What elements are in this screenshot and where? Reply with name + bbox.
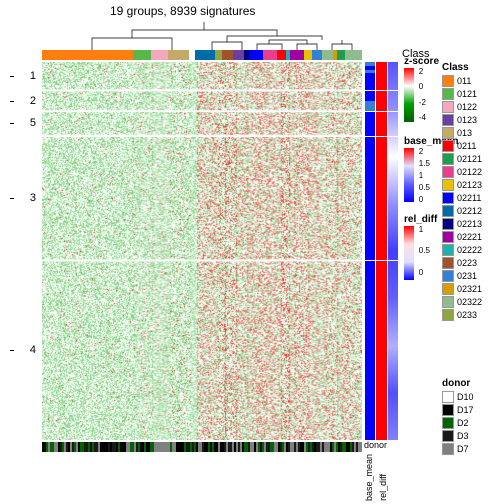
annot-class xyxy=(365,62,375,440)
donor-label: donor xyxy=(364,440,387,450)
column-group-annotation xyxy=(42,50,362,60)
right-annotations xyxy=(364,62,398,440)
heatmap-body xyxy=(42,62,362,440)
class-legend: Class 0110121012201230130211021210212202… xyxy=(442,62,482,321)
row-group-labels: 12534 xyxy=(12,62,40,440)
annot-base-mean xyxy=(376,62,386,440)
heatmap-figure: 19 groups, 8939 signatures 12534 donor b… xyxy=(0,0,504,504)
annot-rel-diff xyxy=(388,62,398,440)
donor-annotation-bar xyxy=(42,442,362,452)
column-dendrogram xyxy=(42,16,362,50)
donor-legend: donor D10D17D2D3D7 xyxy=(442,378,474,455)
bottom-annotation-labels: base_mean rel_diff xyxy=(364,454,389,504)
